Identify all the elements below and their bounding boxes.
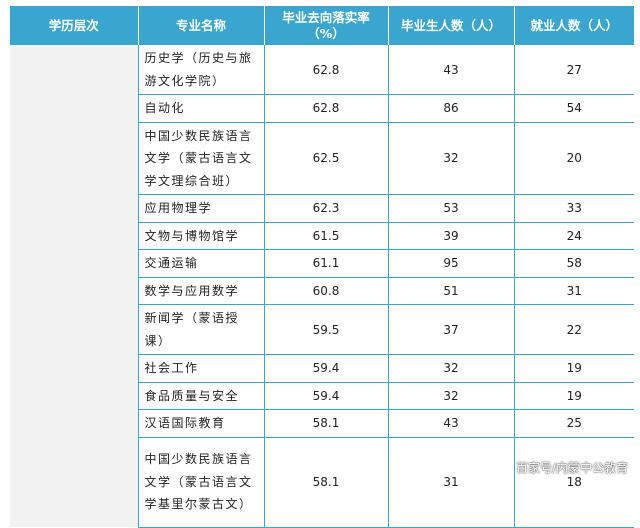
graduates-cell: 31	[388, 437, 515, 528]
graduates-cell: 32	[388, 122, 515, 195]
table-row: 历史学（历史与旅游文化学院） 62.8 43 27	[10, 45, 634, 527]
rate-cell: 59.4	[264, 382, 389, 410]
employed-cell: 22	[514, 304, 634, 355]
graduates-cell: 39	[388, 222, 515, 250]
employed-cell: 33	[514, 194, 634, 223]
rate-cell: 59.4	[264, 354, 389, 383]
major-cell: 社会工作	[138, 354, 265, 383]
rate-cell: 62.8	[264, 94, 389, 123]
rate-cell: 58.1	[264, 409, 389, 438]
header-rate-line1: 毕业去向落实率	[282, 9, 370, 25]
header-row: 学历层次 专业名称 毕业去向落实率 （%） 毕业生人数（人） 就业人数（人）	[10, 6, 634, 45]
rate-cell: 62.3	[264, 194, 389, 223]
level-cell	[10, 45, 139, 527]
graduates-cell: 43	[388, 45, 515, 95]
graduates-cell: 53	[388, 194, 515, 223]
rate-cell: 61.5	[264, 222, 389, 250]
major-cell: 新闻学（蒙语授课）	[138, 304, 265, 355]
header-major: 专业名称	[138, 6, 265, 45]
graduates-cell: 32	[388, 354, 515, 383]
major-cell: 文物与博物馆学	[138, 222, 265, 250]
header-employed: 就业人数（人）	[514, 6, 634, 45]
graduates-cell: 37	[388, 304, 515, 355]
table-row: 社会工作 59.4 32 19	[10, 354, 634, 383]
employed-cell: 31	[514, 277, 634, 305]
rate-cell: 58.1	[264, 437, 389, 528]
rate-cell: 62.8	[264, 45, 389, 95]
employed-cell: 58	[514, 249, 634, 278]
employed-cell: 20	[514, 122, 634, 195]
employed-cell: 18	[514, 437, 634, 528]
major-cell: 自动化	[138, 94, 265, 123]
employment-table: 学历层次 专业名称 毕业去向落实率 （%） 毕业生人数（人） 就业人数（人） 历…	[10, 6, 634, 528]
employed-cell: 54	[514, 94, 634, 123]
table-row: 新闻学（蒙语授课） 59.5 37 22	[10, 304, 634, 355]
employed-cell: 25	[514, 409, 634, 438]
header-rate: 毕业去向落实率 （%）	[264, 6, 389, 45]
table-row: 自动化 62.8 86 54	[10, 94, 634, 123]
major-cell: 数学与应用数学	[138, 277, 265, 305]
major-cell: 历史学（历史与旅游文化学院）	[138, 45, 265, 95]
table-row: 中国少数民族语言文学（蒙古语言文学文理综合班） 62.5 32 20	[10, 122, 634, 195]
major-cell: 食品质量与安全	[138, 382, 265, 410]
major-cell: 汉语国际教育	[138, 409, 265, 438]
header-graduates: 毕业生人数（人）	[388, 6, 515, 45]
major-cell: 中国少数民族语言文学（蒙古语言文学基里尔蒙古文）	[138, 437, 265, 528]
major-cell: 应用物理学	[138, 194, 265, 223]
rate-cell: 61.1	[264, 249, 389, 278]
header-level: 学历层次	[10, 6, 139, 45]
header-rate-line2: （%）	[307, 25, 345, 41]
rate-cell: 60.8	[264, 277, 389, 305]
table-row: 食品质量与安全 59.4 32 19	[10, 382, 634, 410]
table-body: 历史学（历史与旅游文化学院） 62.8 43 27 自动化 62.8 86 54 中国少数民族语…	[10, 45, 634, 528]
table-row: 文物与博物馆学 61.5 39 24	[10, 222, 634, 250]
graduates-cell: 51	[388, 277, 515, 305]
employed-cell: 19	[514, 382, 634, 410]
table-row: 应用物理学 62.3 53 33	[10, 194, 634, 223]
graduates-cell: 43	[388, 409, 515, 438]
major-cell: 中国少数民族语言文学（蒙古语言文学文理综合班）	[138, 122, 265, 195]
table-frame: 学历层次 专业名称 毕业去向落实率 （%） 毕业生人数（人） 就业人数（人） 历…	[10, 6, 634, 528]
employed-cell: 24	[514, 222, 634, 250]
employed-cell: 27	[514, 45, 634, 95]
watermark: 百家号/内蒙中公教育	[515, 461, 628, 475]
rate-cell: 59.5	[264, 304, 389, 355]
major-cell: 交通运输	[138, 249, 265, 278]
table-row: 汉语国际教育 58.1 43 25	[10, 409, 634, 438]
graduates-cell: 95	[388, 249, 515, 278]
graduates-cell: 86	[388, 94, 515, 123]
table-row: 交通运输 61.1 95 58	[10, 249, 634, 278]
graduates-cell: 32	[388, 382, 515, 410]
table-row: 数学与应用数学 60.8 51 31	[10, 277, 634, 305]
rate-cell: 62.5	[264, 122, 389, 195]
employed-cell: 19	[514, 354, 634, 383]
